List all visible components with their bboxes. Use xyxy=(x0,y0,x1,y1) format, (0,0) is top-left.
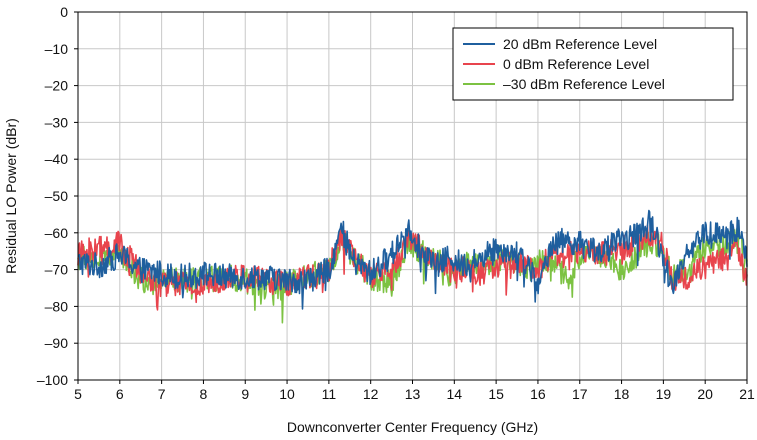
series-line-0 xyxy=(77,209,748,310)
x-tick-label: 20 xyxy=(697,386,713,402)
x-tick-label: 19 xyxy=(656,386,672,402)
x-tick-label: 13 xyxy=(405,386,421,402)
x-tick-label: 5 xyxy=(74,386,82,402)
y-tick-label: –10 xyxy=(45,41,69,57)
y-tick-labels: 0 –10 –20 –30 –40 –50 –60 –70 –80 –90 –100 xyxy=(37,4,78,388)
legend-box xyxy=(452,27,734,101)
x-tick-label: 18 xyxy=(614,386,630,402)
x-tick-label: 8 xyxy=(200,386,208,402)
y-tick-label: –20 xyxy=(45,78,69,94)
x-axis-title: Downconverter Center Frequency (GHz) xyxy=(287,419,538,435)
y-tick-label: –30 xyxy=(45,114,69,130)
x-tick-label: 11 xyxy=(322,386,337,402)
y-tick-label: –70 xyxy=(45,262,69,278)
x-tick-label: 12 xyxy=(363,386,379,402)
y-tick-label: –100 xyxy=(37,372,68,388)
y-axis-title: Residual LO Power (dBr) xyxy=(3,118,19,274)
legend-label: 20 dBm Reference Level xyxy=(503,36,657,52)
x-tick-label: 16 xyxy=(530,386,546,402)
x-tick-label: 10 xyxy=(279,386,295,402)
legend-label: –30 dBm Reference Level xyxy=(503,76,665,92)
x-tick-label: 14 xyxy=(447,386,463,402)
y-tick-label: –50 xyxy=(45,188,69,204)
x-tick-labels: 5 6 7 8 9 10 11 12 13 14 15 16 17 18 19 20 21 xyxy=(74,380,755,402)
y-tick-label: –90 xyxy=(45,335,69,351)
x-tick-label: 15 xyxy=(488,386,504,402)
y-tick-label: –40 xyxy=(45,151,69,167)
y-tick-label: –60 xyxy=(45,225,69,241)
y-tick-label: –80 xyxy=(45,298,69,314)
x-tick-label: 21 xyxy=(739,386,755,402)
series-layer xyxy=(77,209,748,324)
x-tick-label: 17 xyxy=(572,386,588,402)
legend-label: 0 dBm Reference Level xyxy=(503,56,649,72)
x-tick-label: 9 xyxy=(241,386,249,402)
x-tick-label: 6 xyxy=(116,386,124,402)
x-tick-label: 7 xyxy=(158,386,166,402)
y-tick-label: 0 xyxy=(60,4,68,20)
legend: 20 dBm Reference Level 0 dBm Reference Le… xyxy=(452,27,734,101)
